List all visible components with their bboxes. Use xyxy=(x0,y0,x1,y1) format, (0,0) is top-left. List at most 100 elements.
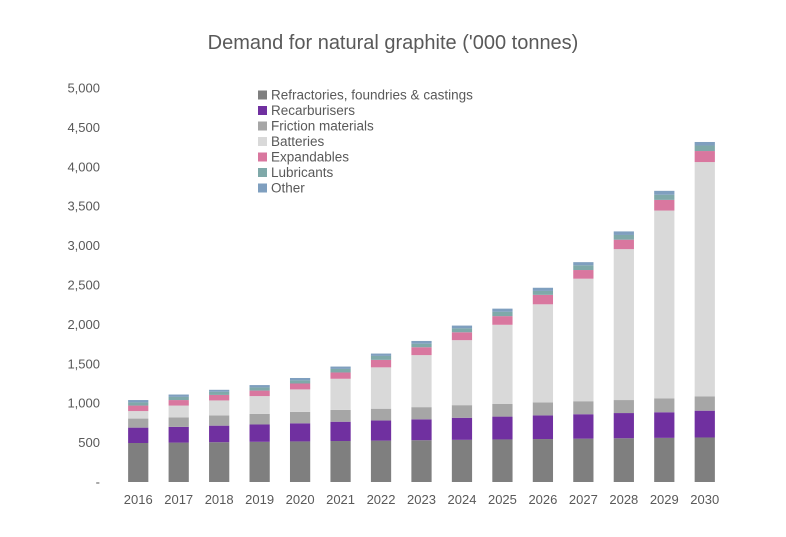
bar-segment xyxy=(573,265,594,271)
legend-label: Batteries xyxy=(271,134,325,149)
chart-title: Demand for natural graphite ('000 tonnes… xyxy=(207,32,579,54)
bar-segment xyxy=(694,437,715,482)
bar-segment xyxy=(168,442,189,482)
y-tick-label: 5,000 xyxy=(67,81,100,96)
bar-segment xyxy=(330,409,351,422)
bar-segment xyxy=(168,426,189,443)
bar-segment xyxy=(249,390,270,397)
bar-segment xyxy=(654,398,675,413)
x-tick-label: 2024 xyxy=(448,492,477,507)
bar-segment xyxy=(289,441,311,482)
legend: Refractories, foundries & castingsRecarb… xyxy=(258,88,473,196)
bars-group xyxy=(128,141,715,482)
bar-segment xyxy=(573,414,594,439)
bar-segment xyxy=(128,405,149,412)
bar-segment xyxy=(613,400,634,414)
bar-segment xyxy=(209,394,230,401)
bar-segment xyxy=(451,328,473,333)
x-tick-label: 2026 xyxy=(528,492,557,507)
legend-swatch xyxy=(258,121,267,131)
x-tick-label: 2030 xyxy=(690,492,719,507)
bar-segment xyxy=(492,316,513,325)
bar-segment xyxy=(209,415,230,426)
bar-segment xyxy=(209,400,230,416)
bar-segment xyxy=(330,368,351,373)
bar-segment xyxy=(209,425,230,443)
bar-segment xyxy=(451,417,473,440)
bar-segment xyxy=(168,394,189,397)
bar-segment xyxy=(330,421,351,442)
bar-segment xyxy=(128,418,149,428)
legend-swatch xyxy=(258,137,267,146)
x-tick-label: 2021 xyxy=(326,492,355,507)
bar-segment xyxy=(532,415,554,440)
bar-segment xyxy=(128,400,149,403)
bar-segment xyxy=(249,441,270,482)
x-tick-label: 2020 xyxy=(286,492,315,507)
bar-segment xyxy=(694,151,715,163)
bar-segment xyxy=(451,340,473,406)
bar-segment xyxy=(492,311,513,317)
bar-segment xyxy=(168,396,189,401)
x-tick-label: 2029 xyxy=(650,492,679,507)
bar-segment xyxy=(573,278,594,402)
bar-segment xyxy=(654,199,675,211)
y-tick-label: 500 xyxy=(78,435,100,450)
x-tick-label: 2016 xyxy=(124,492,153,507)
bar-segment xyxy=(613,249,634,401)
y-tick-label: 1,500 xyxy=(67,356,100,371)
x-tick-label: 2017 xyxy=(164,492,193,507)
x-axis-ticks: 2016 2017 2018 2019 2020 2021 2022 2023 2024 2025… xyxy=(124,492,719,507)
bar-segment xyxy=(289,377,311,381)
bar-segment xyxy=(654,210,675,399)
legend-label: Friction materials xyxy=(271,119,374,134)
bar-segment xyxy=(532,402,554,416)
bar-segment xyxy=(411,419,432,441)
y-tick-label: 3,000 xyxy=(67,238,100,253)
bar-segment xyxy=(694,396,715,411)
bar-segment xyxy=(613,239,634,250)
legend-swatch xyxy=(258,152,267,162)
y-tick-label: 4,500 xyxy=(67,120,100,135)
x-tick-label: 2028 xyxy=(609,492,638,507)
bar-segment xyxy=(694,410,715,438)
bar-segment xyxy=(128,411,149,419)
y-tick-label: 3,500 xyxy=(67,199,100,214)
bar-segment xyxy=(330,366,351,369)
bar-segment xyxy=(492,324,513,404)
legend-label: Other xyxy=(271,181,305,196)
y-axis-ticks: - 500 1,000 1,500 2,000 2,500 3,000 3,500 4,000 4… xyxy=(67,81,100,490)
bar-segment xyxy=(654,412,675,438)
bar-segment xyxy=(532,304,554,403)
legend-swatch xyxy=(258,90,267,100)
bar-segment xyxy=(492,416,513,440)
bar-segment xyxy=(492,308,513,312)
x-tick-label: 2027 xyxy=(569,492,598,507)
bar-segment xyxy=(411,340,432,344)
x-tick-label: 2022 xyxy=(367,492,396,507)
bar-segment xyxy=(411,440,432,482)
bar-segment xyxy=(532,290,554,295)
bar-segment xyxy=(694,145,715,152)
bar-segment xyxy=(492,439,513,482)
bar-segment xyxy=(451,325,473,329)
bar-segment xyxy=(654,190,675,195)
bar-segment xyxy=(694,162,715,397)
bar-segment xyxy=(249,396,270,414)
bar-segment xyxy=(451,332,473,341)
bar-segment xyxy=(573,401,594,415)
legend-label: Refractories, foundries & castings xyxy=(271,88,473,103)
bar-segment xyxy=(168,417,189,427)
bar-segment xyxy=(573,270,594,279)
bar-segment xyxy=(249,387,270,391)
bar-segment xyxy=(128,427,149,443)
y-tick-label: 2,500 xyxy=(67,278,100,293)
bar-segment xyxy=(411,407,432,420)
bar-segment xyxy=(573,438,594,482)
bar-segment xyxy=(330,378,351,410)
x-tick-label: 2023 xyxy=(407,492,436,507)
bar-segment xyxy=(128,402,149,406)
bar-segment xyxy=(370,440,392,482)
bar-segment xyxy=(289,383,311,390)
bar-segment xyxy=(249,424,270,442)
